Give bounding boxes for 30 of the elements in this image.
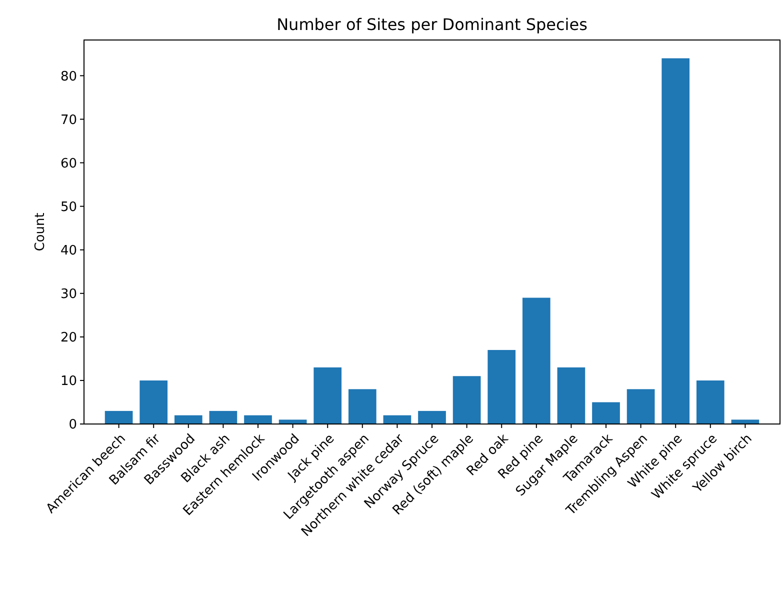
bar — [418, 410, 446, 424]
bar — [209, 410, 238, 424]
y-axis-title: Count — [33, 212, 48, 252]
bar — [278, 420, 307, 424]
y-tick-label: 50 — [60, 200, 77, 215]
y-tick-label: 80 — [60, 69, 77, 84]
bar — [140, 380, 168, 424]
bar — [244, 415, 272, 424]
y-tick-label: 40 — [60, 243, 77, 258]
bar — [383, 415, 412, 424]
bar — [348, 389, 376, 424]
y-tick-label: 70 — [60, 112, 77, 128]
bar — [662, 58, 690, 424]
y-tick-label: 30 — [60, 286, 77, 302]
y-tick-label: 20 — [60, 330, 77, 346]
y-tick-label: 10 — [60, 374, 77, 390]
chart-title: Number of Sites per Dominant Species — [276, 15, 588, 34]
bar — [731, 420, 760, 424]
bar — [696, 380, 724, 424]
bar — [314, 367, 342, 424]
bar — [174, 415, 202, 424]
bar — [522, 298, 550, 424]
bar — [557, 367, 586, 424]
bar — [452, 376, 481, 424]
bar — [488, 350, 516, 424]
bar — [626, 389, 655, 424]
bar — [592, 402, 620, 424]
bar — [104, 410, 133, 424]
y-tick-label: 60 — [60, 156, 77, 172]
y-tick-label: 0 — [68, 418, 77, 433]
